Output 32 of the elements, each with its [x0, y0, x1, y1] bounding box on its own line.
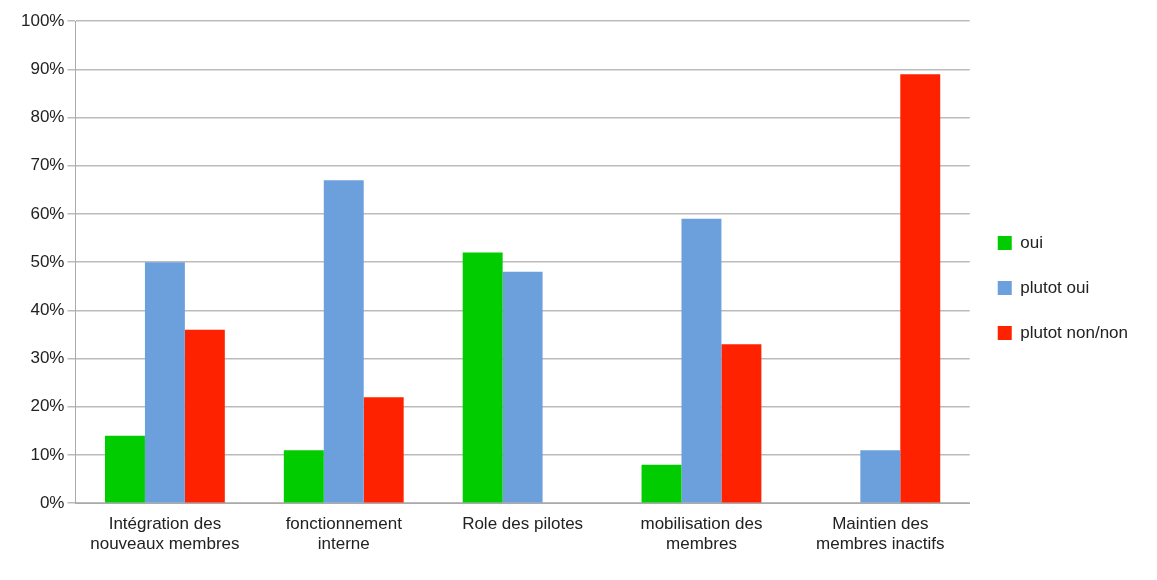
bar: [860, 450, 901, 503]
y-tick-label: 30%: [30, 348, 65, 368]
y-tick-label: 70%: [30, 155, 65, 175]
y-tick-label: 50%: [30, 251, 65, 271]
legend-label: plutot non/non: [1020, 322, 1128, 342]
bar: [462, 252, 503, 503]
x-tick-label: Role des pilotes: [462, 514, 584, 534]
legend-label: plutot oui: [1020, 277, 1090, 297]
x-tick-label: mobilisation des membres: [640, 514, 763, 554]
bar: [641, 464, 682, 503]
bar: [900, 74, 941, 503]
bar: [144, 262, 185, 503]
y-tick-label: 100%: [21, 10, 65, 30]
y-tick-label: 60%: [30, 203, 65, 223]
y-tick-label: 80%: [30, 107, 65, 127]
x-tick-label: Intégration des nouveaux membres: [90, 514, 240, 554]
bar: [323, 180, 364, 503]
bar: [104, 435, 145, 503]
legend-label: oui: [1020, 232, 1043, 252]
x-tick-label: Maintien des membres inactifs: [816, 514, 945, 554]
y-tick-label: 0%: [39, 492, 65, 512]
bar: [681, 218, 722, 503]
y-tick-label: 10%: [30, 444, 65, 464]
y-tick-label: 40%: [30, 300, 65, 320]
bar: [283, 450, 324, 503]
bar: [721, 344, 762, 503]
x-tick-label: fonctionnement interne: [285, 514, 403, 554]
y-tick-label: 90%: [30, 59, 65, 79]
y-tick-label: 20%: [30, 396, 65, 416]
bar: [502, 271, 543, 503]
bar: [184, 329, 225, 503]
bar: [363, 397, 404, 503]
